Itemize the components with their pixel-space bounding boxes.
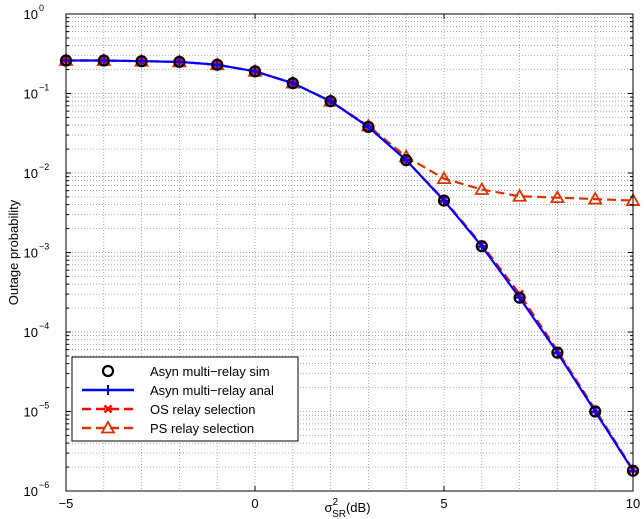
data-point — [287, 78, 298, 89]
data-point — [250, 66, 260, 77]
data-point — [437, 194, 451, 207]
y-tick-label: 10 — [24, 7, 38, 22]
data-point — [136, 56, 147, 67]
legend-label: OS relay selection — [150, 402, 256, 417]
data-point — [474, 181, 490, 195]
y-tick-label: 10 — [24, 87, 38, 102]
axis-ticks — [65, 13, 634, 492]
data-point — [362, 120, 375, 134]
data-point — [589, 405, 602, 418]
data-point — [549, 189, 565, 204]
y-tick-label: 10 — [24, 484, 38, 499]
data-point — [174, 56, 185, 67]
data-point — [513, 291, 526, 304]
x-axis-label-unit: (dB) — [346, 500, 371, 515]
y-tick-label-exponent: −4 — [39, 321, 49, 331]
data-point — [476, 241, 487, 252]
legend-entry: Asyn multi−relay sim — [101, 364, 270, 379]
data-point — [475, 240, 488, 253]
y-tick-label-exponent: −3 — [39, 242, 49, 252]
x-tick-label: 10 — [626, 496, 640, 511]
y-tick-label: 10 — [24, 166, 38, 181]
data-point — [325, 96, 336, 107]
data-point — [363, 121, 374, 132]
legend-entry: OS relay selection — [82, 402, 256, 417]
x-axis-label-symbol: σ — [324, 500, 332, 515]
legend-label: Asyn multi−relay sim — [150, 364, 270, 379]
data-point — [587, 191, 603, 205]
legend-box — [71, 356, 299, 442]
x-axis-label: σ2 SR(dB) — [324, 497, 370, 519]
x-axis-label-subscript: SR — [332, 509, 346, 519]
data-point — [436, 170, 452, 185]
legend-label: Asyn multi−relay anal — [150, 383, 274, 398]
legend-marker — [103, 385, 113, 395]
legend-marker — [101, 364, 115, 378]
series-line — [66, 59, 634, 472]
series-line — [66, 59, 634, 202]
data-point — [512, 188, 528, 202]
data-point — [514, 292, 525, 303]
legend-marker — [100, 420, 116, 434]
y-axis-label: Outage probability — [6, 199, 21, 305]
x-tick-label: 0 — [251, 496, 258, 511]
x-axis-label-superscript: 2 — [333, 497, 339, 508]
y-tick-label-exponent: 0 — [39, 3, 44, 13]
legend-marker — [103, 404, 113, 414]
data-point — [324, 95, 337, 108]
data-point — [98, 55, 109, 66]
y-tick-label-exponent: −6 — [39, 480, 49, 490]
data-point — [590, 406, 601, 417]
y-tick-label: 10 — [24, 405, 38, 420]
y-tick-label: 10 — [24, 246, 38, 261]
y-tick-label-exponent: −2 — [39, 162, 49, 172]
x-tick-label: −5 — [59, 496, 74, 511]
data-point — [286, 77, 299, 90]
data-point — [135, 55, 148, 68]
data-point — [248, 65, 262, 78]
legend-label: PS relay selection — [150, 421, 254, 436]
data-point — [439, 195, 449, 206]
data-point — [212, 59, 223, 70]
data-point — [97, 54, 110, 67]
data-point — [211, 58, 224, 71]
series-layer — [58, 52, 641, 477]
y-tick-label: 10 — [24, 325, 38, 340]
y-tick-label-exponent: −5 — [39, 401, 49, 411]
data-point — [173, 55, 186, 68]
x-tick-label: 5 — [440, 496, 447, 511]
data-point — [551, 346, 564, 359]
legend-entry: Asyn multi−relay anal — [82, 383, 274, 398]
data-point — [400, 154, 413, 167]
legend-entry: PS relay selection — [82, 420, 254, 436]
data-point — [401, 155, 412, 166]
data-point — [552, 347, 563, 358]
y-tick-label-exponent: −1 — [39, 83, 49, 93]
legend: Asyn multi−relay sim Asyn multi−relay ana… — [71, 356, 299, 442]
